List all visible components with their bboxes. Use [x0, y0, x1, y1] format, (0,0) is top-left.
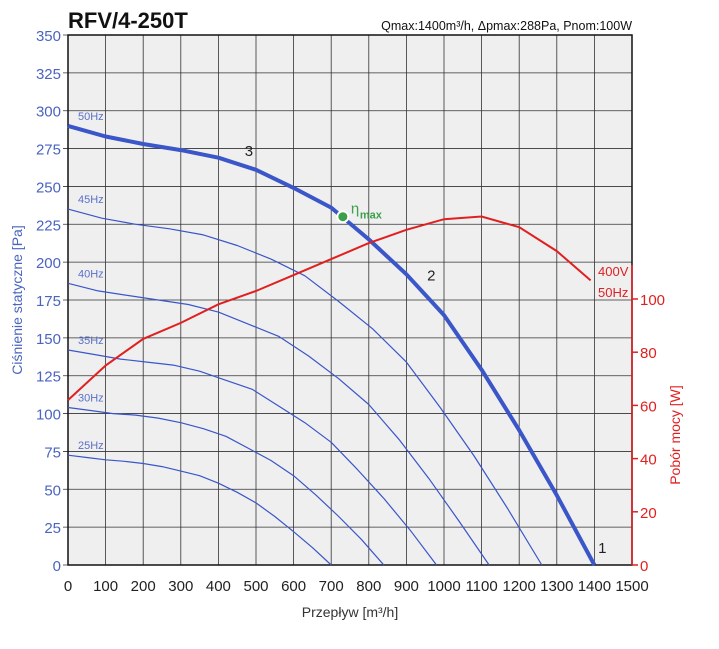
x-tick-label: 800: [356, 578, 381, 595]
speed-label: 50Hz: [78, 111, 104, 123]
x-tick-label: 1100: [465, 578, 497, 595]
x-tick-label: 200: [131, 578, 156, 595]
x-tick-label: 1400: [578, 578, 611, 595]
eta-max-point: [336, 210, 350, 224]
y-tick-label: 150: [36, 331, 61, 348]
y-tick-label: 350: [36, 28, 61, 45]
y2-tick-label: 0: [640, 558, 648, 575]
curve-number-label: 1: [598, 540, 606, 557]
y2-tick-label: 80: [640, 345, 657, 362]
x-tick-label: 700: [319, 578, 344, 595]
y-tick-label: 0: [53, 558, 61, 575]
pressure-curve-25Hz: [67, 454, 332, 566]
chart-subtitle: Qmax:1400m³/h, Δpmax:288Pa, Pnom:100W: [381, 19, 632, 33]
x-tick-label: 900: [394, 578, 419, 595]
y-tick-label: 225: [36, 217, 61, 234]
y2-tick-label: 20: [640, 505, 657, 522]
pressure-curve-30Hz: [67, 406, 385, 566]
x-tick-label: 500: [243, 578, 268, 595]
curve-number-label: 3: [245, 143, 253, 160]
y2-tick-label: 100: [640, 292, 665, 309]
speed-label: 25Hz: [78, 440, 104, 452]
eta-max-label: η: [351, 201, 359, 218]
y2-axis-label: Pobór mocy [W]: [667, 385, 683, 485]
y-tick-label: 50: [44, 482, 61, 499]
eta-max-subscript: max: [360, 210, 383, 222]
power-curve: [67, 215, 592, 401]
pressure-curve-40Hz: [67, 282, 490, 566]
pressure-curve-50Hz: [67, 123, 597, 566]
y-axis-label: Ciśnienie statyczne [Pa]: [9, 225, 25, 374]
x-tick-label: 300: [168, 578, 193, 595]
speed-label: 35Hz: [78, 335, 104, 347]
y-tick-label: 25: [44, 520, 61, 537]
x-tick-label: 0: [64, 578, 72, 595]
x-tick-label: 400: [206, 578, 231, 595]
x-tick-label: 600: [281, 578, 306, 595]
power-label-freq: 50Hz: [598, 285, 628, 300]
x-tick-label: 1500: [615, 578, 648, 595]
speed-label: 45Hz: [78, 194, 104, 206]
y-tick-label: 100: [36, 407, 61, 424]
chart-title: RFV/4-250T: [68, 8, 188, 33]
x-tick-label: 100: [93, 578, 118, 595]
x-tick-label: 1300: [540, 578, 573, 595]
power-label-voltage: 400V: [598, 264, 629, 279]
y-tick-label: 175: [36, 293, 61, 310]
y2-tick-label: 40: [640, 452, 657, 469]
speed-label: 30Hz: [78, 393, 104, 405]
y-tick-label: 300: [36, 104, 61, 121]
y-tick-label: 250: [36, 179, 61, 196]
curve-number-label: 2: [427, 267, 435, 284]
x-tick-label: 1000: [427, 578, 460, 595]
x-tick-label: 1200: [503, 578, 536, 595]
y-tick-label: 125: [36, 369, 61, 386]
pressure-curve-45Hz: [67, 208, 543, 566]
speed-label: 40Hz: [78, 268, 104, 280]
y-tick-label: 200: [36, 255, 61, 272]
x-axis-label: Przepływ [m³/h]: [302, 604, 398, 620]
pressure-curve-35Hz: [67, 349, 437, 566]
y-tick-label: 325: [36, 66, 61, 83]
y-tick-label: 275: [36, 142, 61, 159]
y2-tick-label: 60: [640, 398, 657, 415]
y-tick-label: 75: [44, 444, 61, 461]
